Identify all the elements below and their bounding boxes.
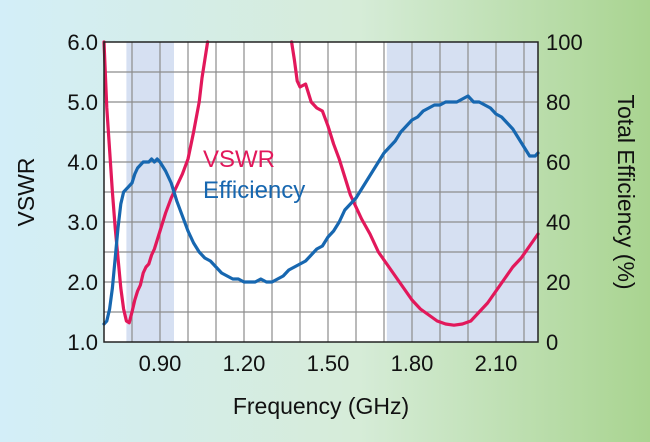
series-line-vswr-1 [290,40,540,327]
series-label-vswr: VSWR [203,146,275,173]
series-label-efficiency: Efficiency [203,177,305,204]
right-axis-title: Total Efficiency (%) [613,94,639,289]
right-tick-label: 80 [546,90,570,115]
right-tick-label: 40 [546,210,570,235]
x-axis-ticks: 0.90 1.20 1.50 1.80 2.10 [139,351,518,376]
left-tick-label: 2.0 [67,270,98,295]
left-tick-label: 4.0 [67,150,98,175]
right-tick-label: 0 [546,330,558,355]
x-axis-title: Frequency (GHz) [233,393,409,419]
x-tick-label: 1.50 [307,351,350,376]
left-axis-title: VSWR [13,158,39,227]
x-tick-label: 1.20 [223,351,266,376]
series-line-vswr-0 [102,40,210,325]
right-axis-ticks: 0 20 40 60 80 100 [546,30,583,355]
x-tick-label: 0.90 [139,351,182,376]
series-line-efficiency-2 [102,94,540,326]
left-tick-label: 5.0 [67,90,98,115]
left-tick-label: 3.0 [67,210,98,235]
left-tick-label: 6.0 [67,30,98,55]
x-tick-label: 1.80 [391,351,434,376]
series-lines [102,40,540,327]
right-tick-label: 20 [546,270,570,295]
right-tick-label: 100 [546,30,583,55]
right-tick-label: 60 [546,150,570,175]
plot-frame [103,41,539,343]
x-tick-label: 2.10 [475,351,518,376]
left-axis-ticks: 1.0 2.0 3.0 4.0 5.0 6.0 [67,30,98,355]
left-tick-label: 1.0 [67,330,98,355]
